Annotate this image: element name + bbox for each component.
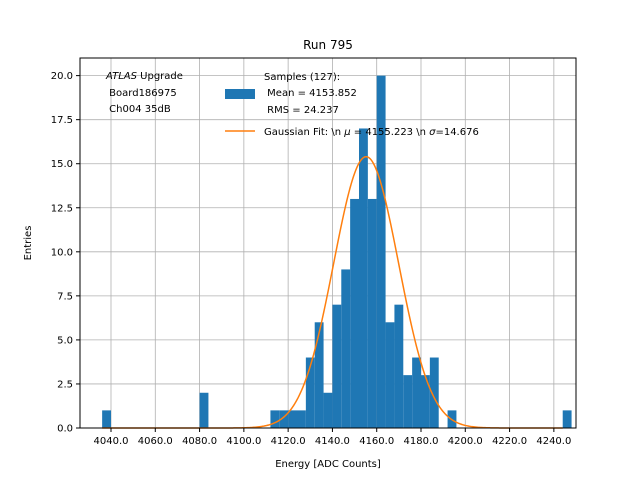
atlas-annotation: ATLAS Upgrade Board186975 Ch004 35dB [105,71,183,115]
histogram-bar [367,198,377,428]
histogram-bar [102,410,111,428]
y-tick-label: 12.5 [51,203,73,214]
y-tick-label: 20.0 [51,71,73,82]
legend-samples-line: Samples (127): [264,72,340,83]
annotation-line-1: ATLAS Upgrade [105,71,183,82]
x-tick-label: 4160.0 [359,436,394,447]
x-tick-label: 4180.0 [404,436,439,447]
legend-rms-line: RMS = 24.237 [264,105,339,116]
x-axis-label: Energy [ADC Counts] [275,459,381,470]
y-tick-label: 0.0 [57,424,73,435]
histogram-bar [288,410,297,428]
x-tick-label: 4200.0 [448,436,483,447]
y-axis-label: Entries [23,226,34,261]
y-tick-label: 5.0 [57,335,73,346]
histogram-bar [385,322,395,428]
y-tick-label: 7.5 [57,291,73,302]
y-tick-label: 17.5 [51,115,73,126]
histogram-bar [429,357,439,428]
x-tick-label: 4100.0 [226,436,261,447]
histogram-bar [421,375,430,428]
histogram-bar [412,357,421,428]
y-tick-label: 10.0 [51,247,73,258]
plot-frame [79,57,577,429]
legend-sigma-value: =14.676 [435,127,478,138]
annotation-upgrade: Upgrade [137,71,183,82]
legend-fit-label: Gaussian Fit: \n μ = 4155.223 \n σ=14.67… [264,127,479,138]
legend-mu-symbol: μ [343,127,350,138]
x-tick-label: 4040.0 [94,436,129,447]
histogram-bar [199,392,209,428]
legend-histogram-swatch [225,89,255,99]
histogram-bar [376,75,386,428]
legend-sigma-symbol: σ [429,127,436,138]
x-tick-label: 4060.0 [138,436,173,447]
legend: Samples (127): Mean = 4153.852 RMS = 24.… [225,72,479,138]
histogram-bar [314,322,324,428]
y-tick-label: 2.5 [57,379,73,390]
histogram-bar [305,357,315,428]
legend-fit-prefix: Gaussian Fit: \n [264,127,344,138]
y-axis-ticks: 0.0 2.5 5.0 7.5 10.0 12.5 15.0 17.5 20.0 [51,71,80,435]
legend-mu-value: = 4155.223 \n [351,127,430,138]
histogram-bar [270,410,280,428]
histogram-bar [341,269,351,428]
histogram-bar [359,128,368,428]
chart-title: Run 795 [303,38,353,52]
annotation-atlas: ATLAS [105,71,138,82]
x-tick-label: 4220.0 [492,436,527,447]
histogram-bar [562,410,572,428]
histogram-bars [102,75,572,428]
x-tick-label: 4120.0 [271,436,306,447]
histogram-bar [394,304,404,428]
histogram-bar [297,410,306,428]
histogram-bar [323,392,333,428]
x-tick-label: 4080.0 [182,436,217,447]
histogram-bar [332,304,342,428]
annotation-line-2: Board186975 [106,88,177,99]
legend-mean-line: Mean = 4153.852 [264,88,357,99]
histogram-bar [350,198,359,428]
x-tick-label: 4140.0 [315,436,350,447]
histogram-bar [403,375,413,428]
x-axis-ticks: 4040.0 4060.0 4080.0 4100.0 4120.0 4140.0 4160… [94,428,571,447]
annotation-line-3: Ch004 35dB [106,104,171,115]
y-tick-label: 15.0 [51,159,73,170]
grid [80,58,576,429]
x-tick-label: 4240.0 [536,436,571,447]
histogram-bar [279,410,289,428]
